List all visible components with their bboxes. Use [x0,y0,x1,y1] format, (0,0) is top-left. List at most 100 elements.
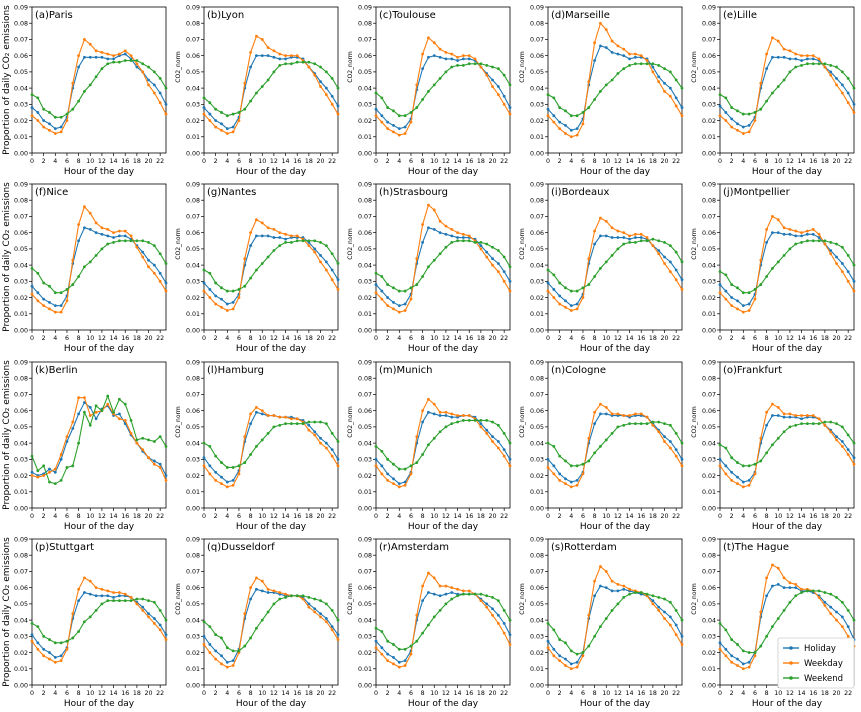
data-point-weekend [805,422,809,426]
data-point-weekday [450,52,454,56]
x-tick-label: 20 [145,335,153,342]
y-axis-label: CO2_norm [175,406,182,438]
y-tick-label: 0.01 [530,311,544,318]
data-point-weekday [208,119,212,122]
data-point-weekend [278,423,282,427]
y-tick-label: 0.07 [530,214,544,221]
data-point-weekend [823,62,827,66]
x-tick-label: 0 [374,158,378,165]
data-point-holiday [569,662,573,666]
data-point-weekend [141,597,145,601]
data-point-weekday [668,623,672,627]
panel-title: (r)Amsterdam [379,542,449,553]
data-point-weekend [319,241,322,244]
data-point-holiday [674,268,678,272]
data-point-weekday [260,579,264,583]
data-point-holiday [829,249,833,252]
x-tick-label: 12 [270,158,278,165]
data-point-weekend [374,91,378,95]
data-point-weekday [782,412,786,416]
data-point-weekend [622,242,626,246]
data-point-holiday [610,236,614,239]
data-point-weekday [141,70,145,74]
data-point-holiday [397,482,401,486]
x-tick-label: 18 [821,158,829,165]
data-point-weekday [225,132,229,135]
data-point-weekday [546,646,550,650]
x-tick-label: 22 [156,335,164,342]
data-point-holiday [724,464,728,468]
data-point-weekend [558,281,562,285]
x-tick-label: 22 [328,513,336,520]
data-point-weekday [225,309,229,312]
data-point-holiday [852,456,856,460]
data-point-weekday [651,423,655,427]
x-tick-label: 0 [546,158,550,165]
data-point-weekday [782,47,786,51]
x-tick-label: 10 [258,513,266,520]
data-point-weekday [485,605,489,609]
data-point-weekend [48,638,51,641]
data-point-weekday [260,38,264,41]
data-point-holiday [88,55,92,59]
data-point-weekend [674,608,678,612]
data-point-weekday [610,226,614,230]
data-point-holiday [202,281,206,285]
y-tick-label: 0.03 [530,102,544,109]
x-tick-label: 2 [42,513,46,520]
data-point-weekend [569,114,573,118]
data-point-weekday [374,114,378,118]
data-point-holiday [604,412,608,416]
data-point-weekend [117,60,121,64]
data-point-weekend [106,62,110,66]
y-axis-label: CO2_norm [691,406,698,438]
x-tick-label: 10 [86,690,94,697]
y-tick-label: 0.02 [530,650,544,657]
data-point-weekday [485,431,489,435]
data-point-holiday [491,78,494,82]
data-point-weekend [313,239,317,243]
panel-title: (k)Berlin [35,365,78,376]
data-point-weekday [450,412,454,416]
data-point-holiday [77,239,81,243]
y-tick-label: 0.09 [530,4,544,11]
data-point-weekday [319,441,322,445]
x-tick-label: 22 [156,158,164,165]
data-point-holiday [680,106,684,109]
data-point-weekend [593,98,597,101]
data-point-weekend [202,268,206,272]
data-point-weekend [427,623,430,627]
data-point-weekday [558,302,562,306]
data-point-weekday [776,566,780,570]
data-point-weekday [467,234,471,238]
x-tick-label: 6 [753,335,757,342]
data-point-holiday [776,414,780,417]
data-point-weekday [564,482,567,486]
y-tick-label: 0.07 [14,37,28,44]
data-point-weekday [289,417,293,421]
data-point-weekend [83,410,86,414]
panel-4: 0.000.010.020.030.040.050.060.070.080.09… [691,4,856,177]
x-tick-label: 2 [386,690,390,697]
data-point-weekend [840,425,844,429]
data-point-holiday [94,55,98,59]
data-point-holiday [284,237,287,241]
data-point-holiday [392,124,395,127]
y-tick-label: 0.06 [186,230,200,237]
x-tick-label: 12 [270,335,278,342]
data-point-weekday [817,57,821,61]
data-point-holiday [575,479,579,482]
data-point-weekday [741,310,745,314]
x-axis-label: Hour of the day [64,344,135,354]
x-tick-label: 18 [821,335,829,342]
data-point-holiday [397,660,401,664]
x-tick-label: 4 [569,513,573,520]
data-point-weekday [479,425,483,429]
data-point-weekday [741,485,745,489]
data-point-weekday [718,464,722,468]
data-point-weekday [415,257,419,261]
data-point-weekend [736,643,739,646]
data-point-weekday [811,228,815,231]
data-point-holiday [788,586,792,590]
data-point-weekend [415,639,419,643]
